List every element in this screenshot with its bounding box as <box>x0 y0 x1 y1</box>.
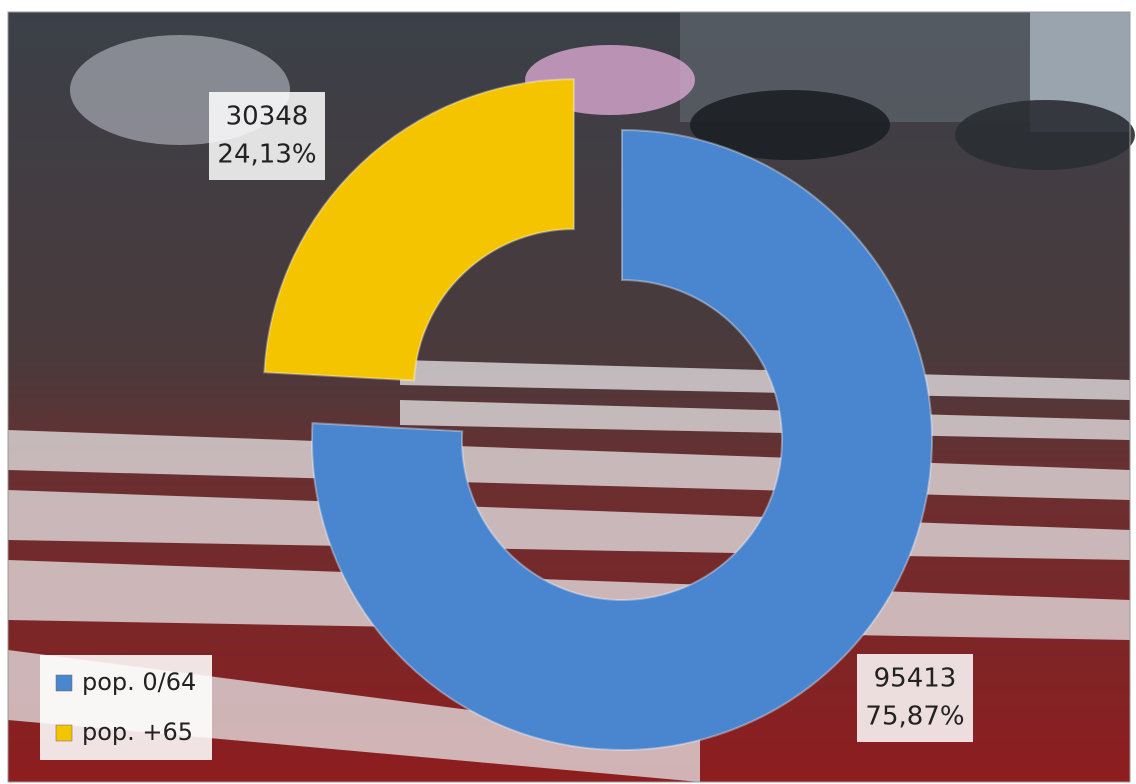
legend-swatch <box>55 724 73 742</box>
legend-swatch <box>55 674 73 692</box>
data-label-value: 95413 <box>874 664 957 694</box>
data-label-percent: 75,87% <box>865 702 964 732</box>
data-label-box <box>857 654 973 742</box>
donut-slice <box>263 78 575 382</box>
donut-slice <box>311 128 933 751</box>
data-label-value: 30348 <box>226 102 309 132</box>
legend-label: pop. 0/64 <box>82 668 196 696</box>
legend-box <box>40 655 212 760</box>
data-label-box <box>209 92 325 180</box>
data-label-percent: 24,13% <box>217 140 316 170</box>
legend: pop. 0/64 pop. +65 <box>40 655 212 760</box>
legend-label: pop. +65 <box>82 718 193 746</box>
